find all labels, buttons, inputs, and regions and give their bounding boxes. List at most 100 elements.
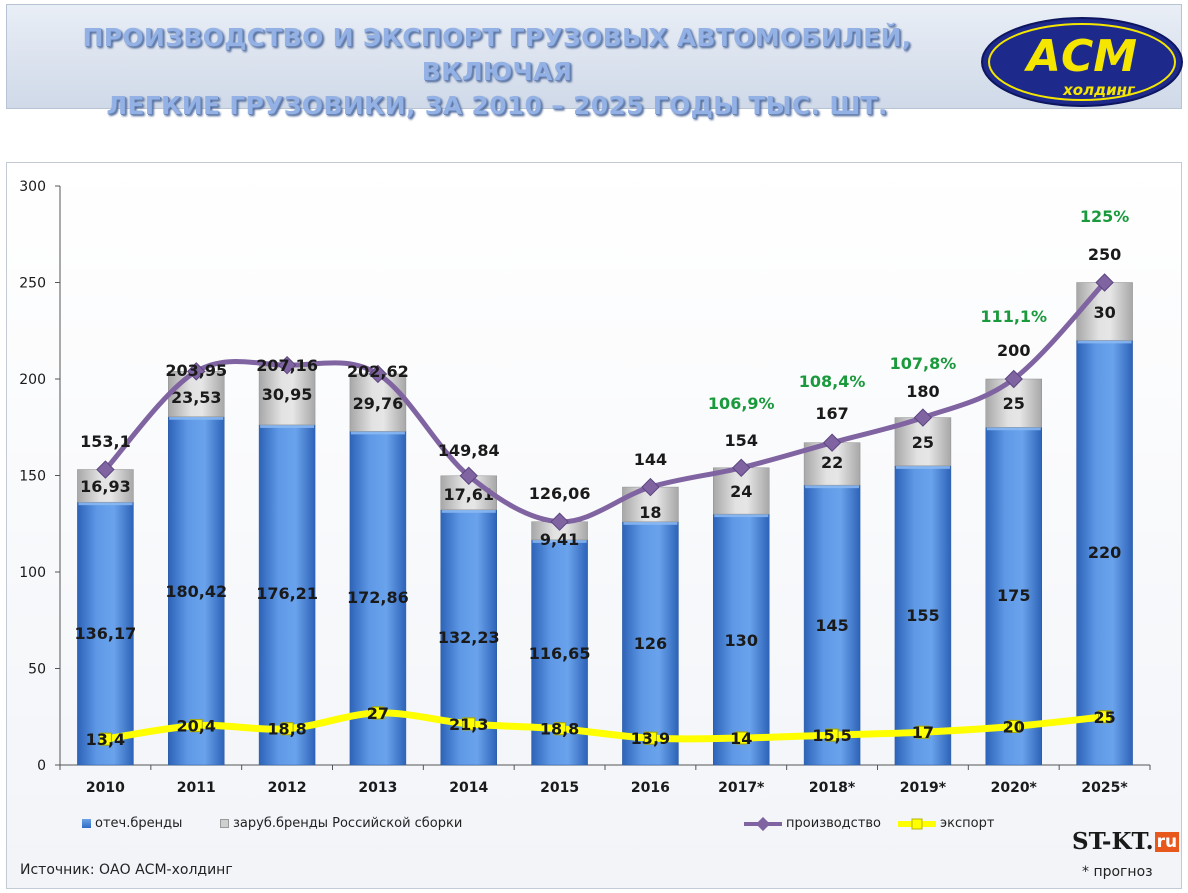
legend-export-swatch (898, 818, 936, 829)
y-tick-label: 50 (28, 662, 46, 678)
x-tick-label: 2012 (268, 780, 307, 796)
export-label: 20,4 (177, 717, 216, 736)
legend-export-label: экспорт (940, 816, 995, 831)
production-marker (822, 433, 842, 452)
growth-label: 106,9% (708, 394, 775, 413)
asm-holding-logo: АСМ холдинг (981, 17, 1183, 107)
st-kt-watermark: ST-KT. ru (1072, 828, 1180, 855)
bar-foreign-label: 30,95 (262, 385, 313, 404)
header-banner: ПРОИЗВОДСТВО И ЭКСПОРТ ГРУЗОВЫХ АВТОМОБИ… (6, 4, 1183, 120)
legend-foreign-swatch (220, 819, 229, 828)
production-label: 207,16 (256, 356, 318, 375)
y-tick-label: 100 (19, 565, 46, 581)
x-tick-label: 2013 (358, 780, 397, 796)
bar-domestic-highlight (986, 427, 1041, 431)
production-label: 126,06 (529, 484, 591, 503)
production-label: 144 (634, 450, 667, 469)
export-marker (643, 731, 657, 745)
export-marker (553, 722, 567, 736)
bar-foreign-label: 23,53 (171, 388, 222, 407)
production-marker (1095, 273, 1114, 292)
bar-foreign-label: 16,93 (80, 477, 131, 496)
legend-domestic-swatch (82, 819, 91, 828)
bar-domestic-label: 180,42 (165, 582, 227, 601)
export-label: 13,9 (631, 729, 670, 748)
bar-domestic-label: 126 (634, 634, 667, 653)
legend-foreign: заруб.бренды Российской сборки (220, 816, 462, 831)
logo-sub: холдинг (1062, 81, 1136, 99)
bar-domestic-label: 172,86 (347, 588, 409, 607)
export-marker (825, 728, 839, 742)
export-label: 13,4 (86, 730, 125, 749)
bar-domestic-highlight (169, 416, 224, 420)
bar-foreign-label: 30 (1093, 303, 1115, 322)
bar-domestic-highlight (714, 514, 769, 518)
export-label: 20 (1003, 717, 1025, 736)
chart-title-line2: ЛЕГКИЕ ГРУЗОВИКИ, ЗА 2010 – 2025 ГОДЫ ТЫ… (106, 91, 888, 120)
export-marker (280, 722, 294, 736)
production-marker (368, 364, 388, 384)
bar-domestic-highlight (805, 485, 860, 489)
export-label: 15,5 (812, 726, 851, 745)
bar-foreign-label: 17,61 (443, 485, 494, 504)
x-tick-label: 2016 (631, 780, 670, 796)
export-label: 14 (730, 729, 752, 748)
bar-domestic (713, 513, 770, 766)
production-label: 180 (906, 382, 939, 401)
bar-domestic (985, 427, 1042, 766)
bar-foreign-label: 25 (912, 433, 934, 452)
watermark-tld: ru (1154, 832, 1180, 852)
legend-production-swatch (744, 816, 782, 831)
export-label: 21,3 (449, 715, 488, 734)
legend-production-label: производство (786, 816, 882, 831)
bar-domestic-highlight (532, 539, 587, 543)
export-label: 18,8 (540, 720, 579, 739)
export-marker (734, 731, 748, 745)
x-tick-label: 2017* (718, 780, 765, 796)
x-tick-label: 2015 (540, 780, 579, 796)
bar-foreign (1076, 282, 1133, 341)
production-label: 154 (725, 431, 758, 450)
x-tick-label: 2020* (991, 780, 1038, 796)
production-label: 202,62 (347, 362, 409, 381)
production-marker (1004, 369, 1023, 389)
production-label: 149,84 (438, 441, 500, 460)
bar-domestic (803, 484, 861, 766)
legend-production: производство (744, 816, 881, 831)
export-marker (189, 719, 203, 733)
x-tick-label: 2019* (900, 780, 947, 796)
export-label: 17 (912, 723, 934, 742)
y-tick-label: 250 (19, 276, 46, 292)
production-marker (459, 466, 478, 486)
y-tick-label: 200 (19, 372, 46, 388)
bar-domestic-highlight (895, 465, 950, 469)
bar-domestic-label: 116,65 (529, 644, 591, 663)
growth-label: 111,1% (980, 307, 1047, 326)
x-tick-label: 2025* (1081, 780, 1128, 796)
bar-foreign-label: 25 (1003, 394, 1025, 413)
bar-domestic (77, 501, 134, 766)
y-tick-label: 300 (19, 179, 46, 195)
production-marker (277, 355, 297, 375)
chart-title: ПРОИЗВОДСТВО И ЭКСПОРТ ГРУЗОВЫХ АВТОМОБИ… (27, 21, 967, 123)
watermark-main: ST-KT. (1072, 828, 1154, 855)
bar-foreign-label: 24 (730, 482, 752, 501)
legend-export: экспорт (898, 816, 994, 831)
production-label: 153,1 (80, 432, 131, 451)
bar-domestic (622, 521, 679, 766)
bar-domestic-label: 175 (997, 586, 1030, 605)
export-marker (98, 732, 112, 746)
chart-title-line1: ПРОИЗВОДСТВО И ЭКСПОРТ ГРУЗОВЫХ АВТОМОБИ… (82, 23, 912, 86)
legend-domestic: отеч.бренды (82, 816, 182, 831)
source-note: Источник: ОАО АСМ-холдинг (20, 862, 233, 878)
production-label: 167 (815, 404, 848, 423)
bar-foreign-label: 29,76 (353, 394, 404, 413)
export-marker (1098, 710, 1112, 724)
bar-domestic-label: 132,23 (438, 628, 500, 647)
x-tick-label: 2014 (449, 780, 488, 796)
bar-domestic-label: 130 (725, 631, 758, 650)
legend-foreign-label: заруб.бренды Российской сборки (233, 816, 463, 831)
y-tick-label: 0 (37, 758, 46, 774)
production-marker (187, 362, 206, 381)
